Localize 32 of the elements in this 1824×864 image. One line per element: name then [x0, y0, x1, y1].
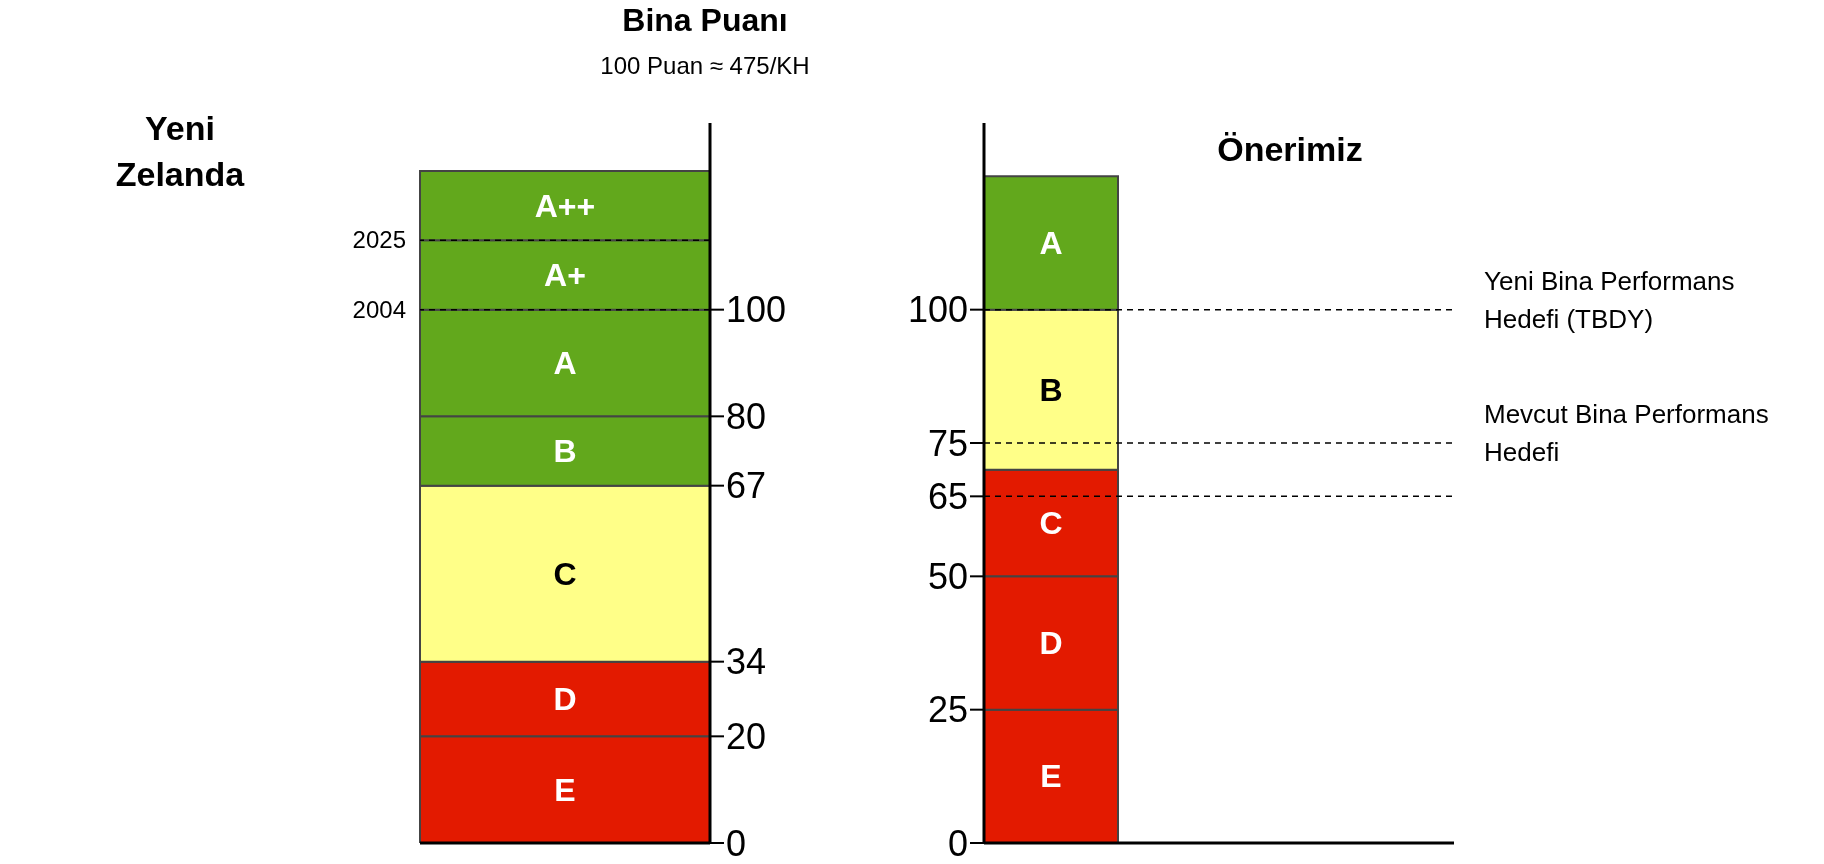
chart-title: Önerimiz	[1216, 130, 1364, 169]
series-label: A	[1039, 225, 1063, 261]
y-tick-label: 75	[927, 422, 968, 464]
series-label: A	[553, 345, 577, 381]
series-label: D	[553, 681, 577, 717]
y-tick-label: 100	[907, 289, 968, 331]
y-tick-label: 0	[726, 822, 747, 864]
series-label: A+	[544, 257, 586, 293]
series-label: D	[1039, 625, 1063, 661]
series-label: B	[1039, 371, 1063, 408]
y-tick-label: 0	[947, 822, 968, 864]
ref-line-label: Mevcut Bina Performans Hedefi	[1484, 399, 1769, 467]
y-tick-label: 34	[726, 641, 767, 683]
chart-title: Bina Puanı	[621, 2, 789, 39]
y-tick-label: 50	[927, 556, 968, 598]
text: Yeni Zelanda	[114, 108, 246, 195]
y-tick-label: 80	[726, 396, 767, 438]
y-tick-label: 25	[927, 689, 968, 731]
series-label: C	[1039, 505, 1063, 541]
series-label: C	[553, 555, 577, 592]
y-tick-label: 100	[726, 289, 787, 331]
y-tick-label: 20	[726, 716, 767, 758]
y-tick-label: 65	[927, 476, 968, 518]
text: 2025	[352, 225, 406, 256]
series-label: A++	[534, 187, 596, 224]
series-label: E	[1040, 758, 1062, 795]
ref-line-label: Yeni Bina Performans Hedefi (TBDY)	[1484, 265, 1735, 334]
text: 2004	[352, 294, 406, 325]
chart-subtitle: 100 Puan ≈ 475/KH	[599, 52, 811, 80]
y-tick-label: 67	[726, 465, 767, 507]
series-label: E	[554, 771, 576, 808]
series-label: B	[553, 433, 577, 469]
